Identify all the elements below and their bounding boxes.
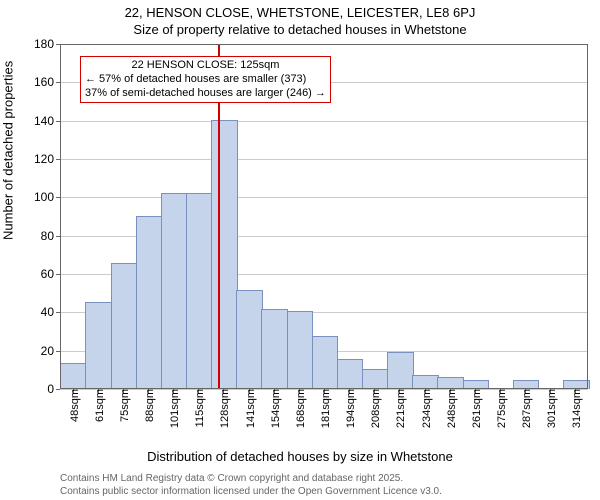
y-tick-label: 80 <box>41 229 60 243</box>
y-tick-label: 120 <box>34 152 60 166</box>
x-tick-label: 101sqm <box>165 389 181 428</box>
x-tick-label: 115sqm <box>190 389 206 427</box>
y-tick-label: 40 <box>41 305 60 319</box>
histogram-bar <box>312 336 339 389</box>
x-tick-label: 248sqm <box>442 389 458 428</box>
y-tick-label: 0 <box>47 382 60 396</box>
gridline-h <box>60 197 588 198</box>
x-tick-label: 208sqm <box>366 389 382 428</box>
histogram-bar <box>60 363 87 389</box>
x-tick-label: 194sqm <box>341 389 357 428</box>
x-tick-label: 154sqm <box>266 389 282 428</box>
x-tick-label: 141sqm <box>241 389 257 428</box>
gridline-h <box>60 159 588 160</box>
x-axis-label: Distribution of detached houses by size … <box>0 449 600 464</box>
attribution-text: Contains HM Land Registry data © Crown c… <box>60 472 590 498</box>
y-tick-label: 180 <box>34 37 60 51</box>
y-tick-label: 20 <box>41 344 60 358</box>
histogram-bar <box>85 302 112 389</box>
y-axis-label: Number of detached properties <box>1 61 16 240</box>
histogram-bar <box>136 216 163 390</box>
annotation-line: ← 57% of detached houses are smaller (37… <box>85 73 326 87</box>
x-tick-label: 275sqm <box>492 389 508 428</box>
annotation-line: 37% of semi-detached houses are larger (… <box>85 87 326 101</box>
x-tick-label: 88sqm <box>140 389 156 422</box>
chart-title-sub: Size of property relative to detached ho… <box>0 22 600 37</box>
x-tick-label: 314sqm <box>567 389 583 428</box>
x-tick-label: 287sqm <box>517 389 533 428</box>
y-tick-label: 60 <box>41 267 60 281</box>
histogram-bar <box>161 193 188 390</box>
x-tick-label: 261sqm <box>467 389 483 428</box>
x-tick-label: 168sqm <box>291 389 307 428</box>
histogram-bar <box>236 290 263 389</box>
x-tick-label: 221sqm <box>391 389 407 428</box>
attribution-line-1: Contains HM Land Registry data © Crown c… <box>60 473 403 484</box>
x-tick-label: 75sqm <box>115 389 131 422</box>
attribution-line-2: Contains public sector information licen… <box>60 486 442 497</box>
annotation-box: 22 HENSON CLOSE: 125sqm← 57% of detached… <box>80 56 331 103</box>
histogram-bar <box>211 120 238 389</box>
histogram-bar <box>463 380 490 389</box>
x-tick-label: 181sqm <box>316 389 332 428</box>
histogram-bar <box>287 311 314 389</box>
histogram-bar <box>261 309 288 389</box>
gridline-h <box>60 44 588 45</box>
histogram-bar <box>513 380 540 389</box>
x-tick-label: 301sqm <box>542 389 558 428</box>
x-tick-label: 48sqm <box>65 389 81 422</box>
histogram-bar <box>437 377 464 390</box>
histogram-bar <box>111 263 138 389</box>
histogram-bar <box>186 193 213 390</box>
histogram-bar <box>337 359 364 389</box>
y-tick-label: 160 <box>34 75 60 89</box>
annotation-line: 22 HENSON CLOSE: 125sqm <box>85 59 326 73</box>
gridline-h <box>60 121 588 122</box>
chart-title-main: 22, HENSON CLOSE, WHETSTONE, LEICESTER, … <box>0 5 600 20</box>
histogram-bar <box>563 380 590 389</box>
x-tick-label: 234sqm <box>417 389 433 428</box>
y-tick-label: 100 <box>34 190 60 204</box>
x-tick-label: 128sqm <box>215 389 231 428</box>
histogram-bar <box>362 369 389 389</box>
histogram-bar <box>387 352 414 389</box>
x-tick-label: 61sqm <box>90 389 106 422</box>
y-tick-label: 140 <box>34 114 60 128</box>
histogram-bar <box>412 375 439 389</box>
plot-area: 02040608010012014016018048sqm61sqm75sqm8… <box>60 44 588 389</box>
